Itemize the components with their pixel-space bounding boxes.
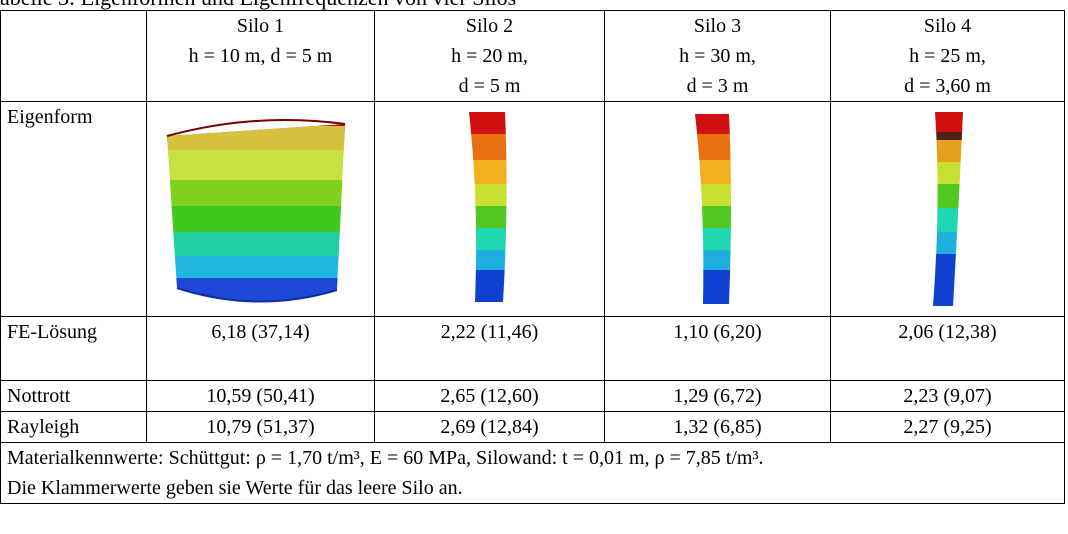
table-cell: 2,65 (12,60): [374, 380, 605, 412]
eigenform-silo-4-cell: [830, 101, 1065, 317]
table-row: FE-Lösung 6,18 (37,14) 2,22 (11,46) 1,10…: [0, 316, 1065, 381]
table-cell: 10,59 (50,41): [146, 380, 375, 412]
table-cell: 1,29 (6,72): [604, 380, 831, 412]
table-cell: 2,69 (12,84): [374, 411, 605, 443]
table-cell: 2,27 (9,25): [830, 411, 1065, 443]
eigenform-silo-3-cell: [604, 101, 831, 317]
table-cell: 2,06 (12,38): [830, 316, 1065, 381]
eigenform-silo-1-cell: [146, 101, 375, 317]
row-label-eigenform: Eigenform: [0, 101, 147, 317]
table-cell: 2,22 (11,46): [374, 316, 605, 381]
note-line-1: Materialkennwerte: Schüttgut: ρ = 1,70 t…: [7, 447, 764, 469]
silo-3-mode-shape: [695, 114, 731, 304]
eigenform-row: Eigenform: [0, 101, 1065, 317]
header-row: Silo 1 h = 10 m, d = 5 m Silo 2 h = 20 m…: [0, 10, 1065, 102]
note-row: Materialkennwerte: Schüttgut: ρ = 1,70 t…: [0, 442, 1065, 504]
header-silo-3: Silo 3 h = 30 m, d = 3 m: [604, 10, 831, 102]
silo-2-mode-shape: [469, 112, 507, 302]
silo-1-mode-shape: [166, 119, 346, 303]
row-label-fe-loesung: FE-Lösung: [0, 316, 147, 381]
row-label-rayleigh: Rayleigh: [0, 411, 147, 443]
table-row: Rayleigh 10,79 (51,37) 2,69 (12,84) 1,32…: [0, 411, 1065, 443]
table-cell: 1,32 (6,85): [604, 411, 831, 443]
table-caption: abelle 3: Eigenformen und Eigenfrequenze…: [0, 0, 516, 11]
table-cell: 1,10 (6,20): [604, 316, 831, 381]
table-cell: 2,23 (9,07): [830, 380, 1065, 412]
table-cell: 10,79 (51,37): [146, 411, 375, 443]
note-line-2: Die Klammerwerte geben sie Werte für das…: [7, 477, 463, 499]
header-silo-1: Silo 1 h = 10 m, d = 5 m: [146, 10, 375, 102]
header-empty-cell: [0, 10, 147, 102]
header-silo-2: Silo 2 h = 20 m, d = 5 m: [374, 10, 605, 102]
table-note: Materialkennwerte: Schüttgut: ρ = 1,70 t…: [0, 442, 1065, 504]
table-cell: 6,18 (37,14): [146, 316, 375, 381]
silo-4-mode-shape: [933, 112, 963, 306]
eigenform-silo-2-cell: [374, 101, 605, 317]
table-row: Nottrott 10,59 (50,41) 2,65 (12,60) 1,29…: [0, 380, 1065, 412]
header-silo-4: Silo 4 h = 25 m, d = 3,60 m: [830, 10, 1065, 102]
silo-table: Silo 1 h = 10 m, d = 5 m Silo 2 h = 20 m…: [0, 10, 1065, 504]
row-label-nottrott: Nottrott: [0, 380, 147, 412]
